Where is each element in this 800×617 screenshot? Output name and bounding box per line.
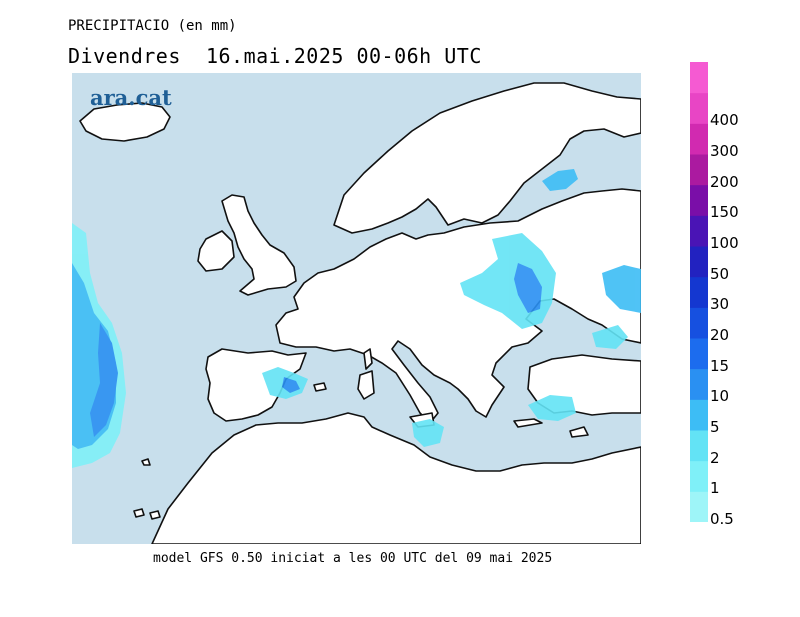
legend-swatch: [690, 460, 708, 492]
great-britain: [221, 194, 297, 296]
chart-title: PRECIPITACIO (en mm): [68, 18, 237, 34]
legend-swatch: [690, 338, 708, 370]
legend-label: 10: [710, 387, 730, 406]
cyprus: [569, 426, 589, 438]
legend-swatch: [690, 307, 708, 339]
legend-label: 2: [710, 448, 720, 467]
legend-swatch: [690, 123, 708, 155]
legend-label: 1: [710, 479, 720, 498]
legend-swatch: [690, 154, 708, 186]
legend-label: 15: [710, 356, 730, 375]
legend-label: 30: [710, 295, 730, 314]
rain-east-europe-core: [514, 263, 542, 313]
legend-swatch: [690, 62, 708, 94]
ara-cat-logo: ara.cat: [90, 85, 172, 110]
balearic-islands: [313, 382, 327, 392]
legend-label: 0.5: [710, 510, 734, 528]
sardinia: [357, 370, 375, 400]
legend-label: 100: [710, 234, 739, 252]
legend-swatch: [690, 368, 708, 400]
legend-label: 400: [710, 111, 739, 130]
ireland: [197, 230, 235, 272]
legend-label: 200: [710, 172, 739, 191]
precipitation-map: [72, 73, 641, 544]
legend-swatch: [690, 184, 708, 216]
rain-northeast: [542, 169, 578, 191]
iberian-peninsula: [205, 348, 307, 422]
rain-central-med: [412, 419, 444, 447]
legend-label: 20: [710, 326, 730, 344]
canary-islands: [133, 508, 161, 520]
legend-swatch: [690, 276, 708, 308]
legend-swatch: [690, 399, 708, 431]
legend-swatch: [690, 246, 708, 278]
scandinavia: [333, 82, 641, 234]
legend-swatch: [690, 491, 708, 522]
rain-iberia-core: [282, 377, 300, 393]
model-footer: model GFS 0.50 iniciat a les 00 UTC del …: [153, 551, 553, 566]
precipitation-legend: [690, 62, 708, 522]
legend-label: 300: [710, 142, 739, 160]
crete: [513, 418, 543, 428]
north-africa: [151, 412, 641, 544]
rain-caucasus: [592, 325, 628, 349]
rain-atlantic-core: [90, 323, 118, 437]
legend-swatch: [690, 430, 708, 462]
date-subtitle: Divendres 16.mai.2025 00-06h UTC: [68, 44, 482, 68]
madeira: [141, 458, 151, 466]
rain-aegean: [528, 395, 576, 421]
legend-swatch: [690, 215, 708, 247]
legend-label: 5: [710, 418, 720, 436]
legend-label: 150: [710, 203, 739, 222]
legend-swatch: [690, 92, 708, 124]
precipitation-areas: [72, 169, 641, 468]
legend-label: 50: [710, 264, 730, 283]
corsica: [363, 348, 373, 370]
iceland: [79, 102, 171, 142]
rain-far-east: [602, 265, 641, 313]
